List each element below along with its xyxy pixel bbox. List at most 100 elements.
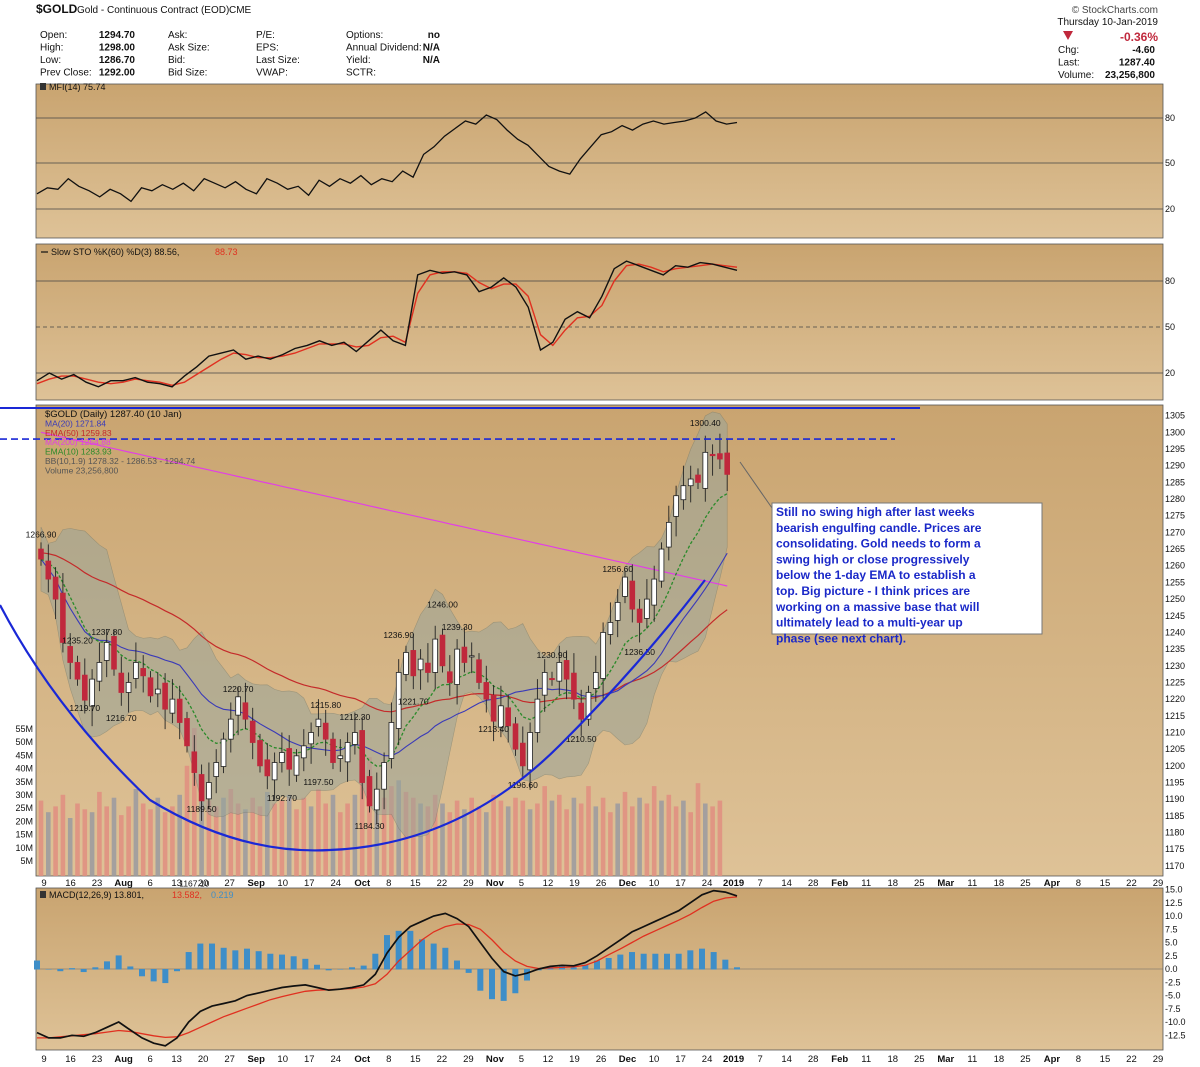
candle-up	[432, 638, 438, 673]
annotation-text: top. Big picture - I think prices are	[776, 584, 970, 598]
price-legend-item: MA(20) 1271.84	[45, 418, 106, 428]
volume-bar	[221, 797, 226, 876]
volume-bar	[681, 800, 686, 876]
volume-bar	[294, 809, 299, 876]
price-tick: 1260	[1165, 561, 1185, 571]
price-tick: 1200	[1165, 761, 1185, 771]
volume-bar	[447, 812, 453, 876]
price-label: 1237.80	[91, 627, 122, 637]
price-label: 1221.70	[398, 696, 429, 706]
candle-up	[651, 578, 657, 606]
candle-down	[563, 660, 570, 680]
macd-hist-bar	[454, 960, 460, 970]
volume-bar	[498, 800, 504, 876]
volume-bar	[666, 794, 672, 876]
volume-tick: 40M	[15, 764, 33, 774]
x-label-macd: 27	[224, 1054, 235, 1065]
quote-label: VWAP:	[256, 68, 288, 79]
price-tick: 1280	[1165, 494, 1185, 504]
x-label-macd: 11	[967, 1054, 977, 1065]
macd-hist-bar	[442, 947, 449, 970]
macd-hist-bar	[197, 943, 204, 970]
x-label-macd: 28	[808, 1054, 819, 1065]
price-label: 1197.50	[303, 777, 333, 787]
panel-mfi	[35, 83, 1164, 239]
candle-up	[527, 732, 533, 771]
volume-bar	[586, 786, 591, 876]
candle-down	[709, 453, 716, 457]
candle-up	[600, 632, 606, 679]
sto-legend-d: 88.73	[215, 247, 238, 257]
volume-bar	[432, 794, 438, 876]
macd-legend-signal: 13.582,	[172, 890, 202, 900]
candle-down	[82, 674, 88, 701]
candle-up	[498, 705, 504, 728]
price-label: 1219.70	[69, 703, 100, 713]
volume-tick: 35M	[15, 777, 33, 787]
candle-down	[176, 698, 183, 723]
candle-down	[184, 718, 190, 747]
volume-bar	[75, 803, 80, 876]
price-legend-item: MA(200) 1254.88	[45, 437, 111, 447]
quote-label: Annual Dividend:	[346, 43, 422, 54]
volume-bar	[505, 806, 511, 876]
candle-up	[534, 698, 541, 733]
macd-hist-bar	[80, 969, 87, 973]
candle-up	[315, 718, 322, 727]
volume-bar	[659, 800, 664, 876]
price-label: 1189.50	[187, 804, 217, 814]
macd-hist-bar	[232, 950, 239, 970]
candle-down	[162, 682, 168, 710]
x-label-macd: 10	[649, 1054, 660, 1065]
candle-up	[687, 478, 694, 487]
macd-hist-bar	[69, 968, 75, 970]
macd-hist-bar	[477, 969, 484, 991]
price-tick: 1230	[1165, 661, 1185, 671]
macd-tick: 15.0	[1165, 885, 1183, 895]
quote-label: Options:	[346, 30, 383, 41]
price-tick: 1255	[1165, 577, 1185, 587]
macd-hist-bar	[220, 947, 227, 970]
x-label-macd: 8	[386, 1054, 391, 1065]
candle-up	[235, 696, 241, 716]
volume-bar	[469, 797, 474, 876]
candle-up	[607, 622, 614, 635]
volume-bar	[600, 797, 606, 876]
x-label-price: 13	[171, 878, 182, 889]
quote-label: High:	[40, 43, 63, 54]
macd-legend-hist: 0.219	[211, 890, 234, 900]
quote-label: Ask:	[168, 30, 187, 41]
candle-down	[425, 662, 431, 673]
x-label-macd: Sep	[247, 1054, 265, 1065]
quote-value: 1298.00	[99, 43, 136, 54]
candle-up	[680, 485, 687, 501]
price-tick: 1170	[1165, 861, 1184, 871]
header-name: Gold - Continuous Contract (EOD)	[77, 5, 229, 16]
candle-down	[118, 672, 125, 693]
x-label-price: 25	[1020, 878, 1031, 889]
volume-tick: 10M	[15, 843, 33, 853]
x-label-price: 24	[702, 878, 713, 889]
x-label-price: 29	[463, 878, 474, 889]
price-tick: 1300	[1165, 427, 1185, 437]
macd-hist-bar	[430, 943, 437, 970]
x-label-macd: 17	[675, 1054, 686, 1065]
sto-k-line	[36, 260, 738, 388]
quote-label: SCTR:	[346, 68, 376, 79]
x-label-price: Feb	[831, 878, 848, 889]
macd-hist-bar	[594, 960, 600, 970]
candle-down	[549, 678, 555, 681]
volume-bar	[542, 786, 547, 876]
candle-up	[403, 652, 409, 675]
candle-up	[344, 742, 351, 763]
quote-value: N/A	[423, 43, 440, 54]
macd-hist-bar	[699, 948, 705, 970]
x-label-price: 9	[41, 878, 46, 889]
x-label-price: 19	[569, 878, 580, 889]
candle-down	[191, 751, 198, 773]
candle-down	[242, 702, 249, 720]
macd-tick: 5.0	[1165, 938, 1178, 948]
macd-hist-bar	[92, 967, 99, 970]
macd-hist-bar	[465, 969, 472, 973]
x-label-price: 11	[861, 878, 871, 889]
